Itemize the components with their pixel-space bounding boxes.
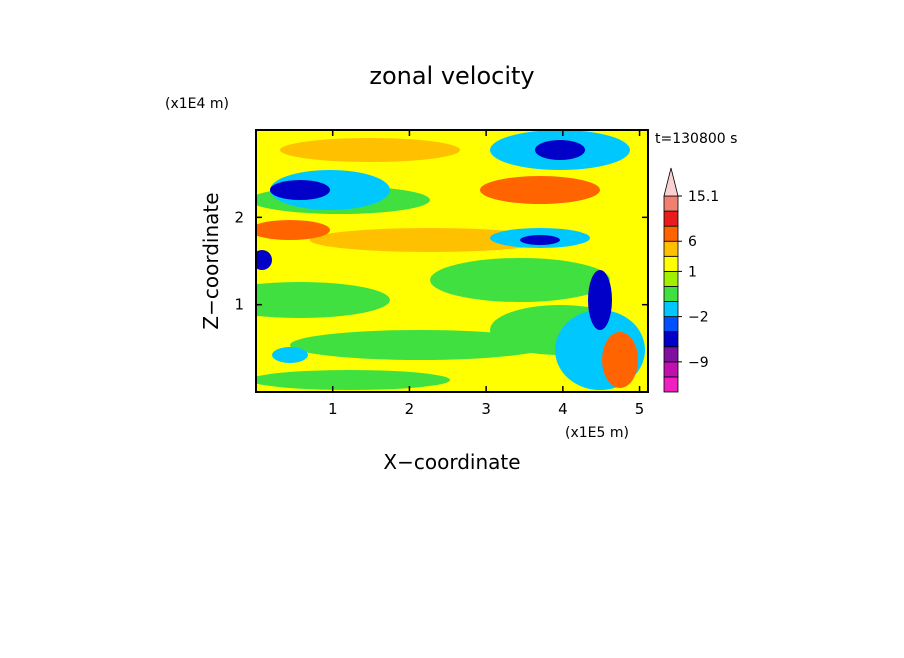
chart-title: zonal velocity xyxy=(369,62,534,90)
plot-frame xyxy=(255,129,649,393)
colorbar-segment xyxy=(663,361,679,378)
x-axis-label: X−coordinate xyxy=(383,450,520,474)
colorbar-segment xyxy=(663,225,679,242)
y-tick-label: 2 xyxy=(234,208,244,226)
y-tick-label: 1 xyxy=(234,296,244,314)
colorbar-segment xyxy=(663,376,679,393)
colorbar-segment xyxy=(663,270,679,287)
colorbar-label: −2 xyxy=(688,310,709,326)
colorbar-label: −9 xyxy=(688,355,709,371)
colorbar-segment xyxy=(663,255,679,272)
colorbar-label: 15.1 xyxy=(688,189,719,205)
colorbar-segment xyxy=(663,240,679,257)
y-axis-label: Z−coordinate xyxy=(199,192,223,329)
x-unit: (x1E5 m) xyxy=(565,425,629,441)
x-tick-label: 2 xyxy=(405,400,415,418)
colorbar-label: 6 xyxy=(688,234,697,250)
x-tick-label: 1 xyxy=(328,400,338,418)
colorbar-label: 1 xyxy=(688,264,697,280)
y-unit: (x1E4 m) xyxy=(165,96,229,112)
x-tick-label: 3 xyxy=(481,400,491,418)
colorbar-segment xyxy=(663,286,679,302)
time-label: t=130800 s xyxy=(655,131,737,147)
colorbar-segment xyxy=(663,210,679,227)
colorbar-segment xyxy=(663,346,679,363)
contour-field xyxy=(256,130,648,392)
colorbar-extend xyxy=(663,167,679,197)
colorbar-segment xyxy=(663,195,679,212)
colorbar-segment xyxy=(663,331,679,348)
colorbar-segment xyxy=(663,316,679,333)
x-tick-label: 4 xyxy=(558,400,568,418)
colorbar-segment xyxy=(663,301,679,318)
x-tick-label: 5 xyxy=(635,400,645,418)
